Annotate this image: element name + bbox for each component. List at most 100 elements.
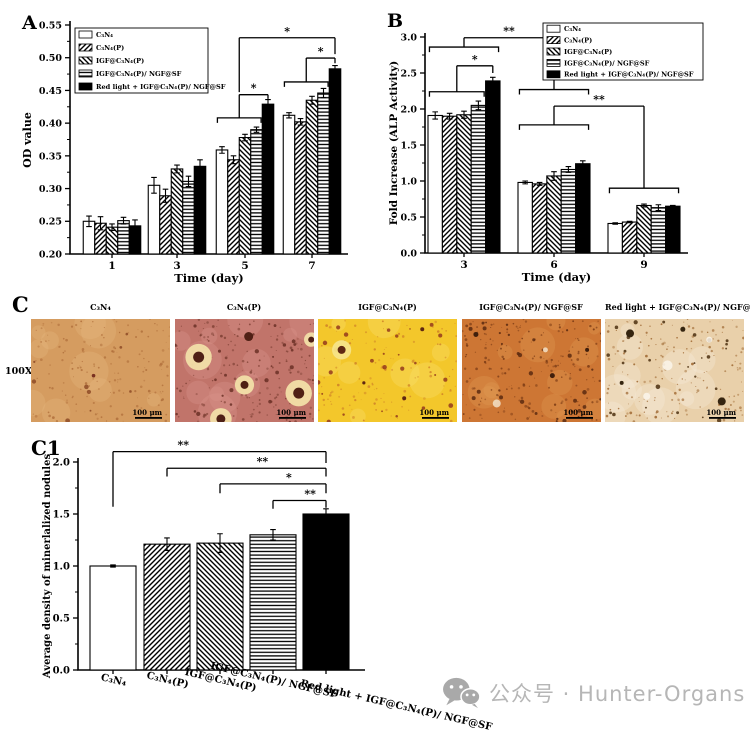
svg-text:IGF@C₃N₄(P): IGF@C₃N₄(P) xyxy=(564,48,612,56)
micro-image-2: C₃N₄(P) 100 μm xyxy=(174,302,314,422)
svg-text:1: 1 xyxy=(108,260,115,272)
bar xyxy=(282,114,296,255)
svg-text:0.5: 0.5 xyxy=(53,613,70,624)
watermark-text: 公众号 · Hunter-Organs xyxy=(489,682,746,706)
svg-text:3: 3 xyxy=(460,259,467,271)
micro-title: IGF@C₃N₄(P) xyxy=(358,302,417,312)
micro-photo: 100 μm xyxy=(31,319,170,422)
legend: C₃N₄ C₃N₄(P) IGF@C₃N₄(P) IGF@C₃N₄(P)/ NGF@S… xyxy=(74,27,226,94)
scale-bar: 100 μm xyxy=(706,408,737,419)
svg-text:*: * xyxy=(286,471,292,484)
bars xyxy=(89,513,350,671)
micro-title: C₃N₄ xyxy=(90,302,111,312)
bar xyxy=(531,183,548,254)
svg-text:0.25: 0.25 xyxy=(39,217,62,228)
bar xyxy=(546,175,562,254)
svg-text:0.30: 0.30 xyxy=(39,184,63,195)
bar xyxy=(105,226,119,255)
bar xyxy=(427,114,443,254)
bar xyxy=(456,114,472,254)
significance-brackets: * * * xyxy=(216,25,336,123)
scale-bar: 100 μm xyxy=(132,408,163,419)
micro-photo: 100 μm xyxy=(605,319,744,422)
bar xyxy=(441,115,458,254)
svg-text:100 μm: 100 μm xyxy=(563,408,593,417)
svg-text:Fold Increase (ALP Activity): Fold Increase (ALP Activity) xyxy=(388,61,400,226)
wechat-icon xyxy=(443,677,481,709)
svg-text:0.5: 0.5 xyxy=(400,212,417,223)
bar xyxy=(170,168,184,255)
error-bars xyxy=(86,65,338,233)
svg-text:**: ** xyxy=(503,25,515,38)
svg-text:0.40: 0.40 xyxy=(39,119,63,130)
magnification-label: 100X xyxy=(5,366,33,377)
svg-text:OD value: OD value xyxy=(21,112,34,168)
svg-text:0.50: 0.50 xyxy=(39,53,63,64)
bars xyxy=(427,80,681,254)
svg-text:9: 9 xyxy=(640,259,647,271)
scale-bar: 100 μm xyxy=(563,408,593,419)
bar xyxy=(159,195,172,255)
svg-text:1.5: 1.5 xyxy=(400,140,417,151)
svg-text:2.5: 2.5 xyxy=(400,68,417,79)
bar xyxy=(182,180,195,255)
bar xyxy=(470,104,487,254)
bar xyxy=(665,205,681,254)
panel-label-c1: C1 xyxy=(31,436,61,460)
micro-photo: 100 μm xyxy=(461,319,601,422)
significance-brackets: ******* xyxy=(112,439,327,509)
svg-text:**: ** xyxy=(593,93,605,106)
bar xyxy=(607,222,623,254)
bar xyxy=(328,68,342,255)
micro-title: Red light + IGF@C₃N₄(P)/ NGF@SF xyxy=(605,302,750,312)
bar xyxy=(317,92,330,255)
chart-od-value: * * * 0.20 0.25 0.30 0.35 0.40 0.45 0.50 0.55 1 3 5 7 T… xyxy=(21,20,348,285)
svg-text:100 μm: 100 μm xyxy=(276,408,306,417)
bar xyxy=(193,165,207,255)
panel-label-c: C xyxy=(12,292,29,317)
bar xyxy=(294,121,307,255)
panel-label-b: B xyxy=(387,10,404,32)
bars xyxy=(82,68,342,255)
svg-text:3.0: 3.0 xyxy=(400,32,417,43)
error-bars xyxy=(432,76,676,225)
bar xyxy=(485,80,501,254)
svg-text:100 μm: 100 μm xyxy=(419,408,449,417)
bar xyxy=(238,136,252,255)
bar xyxy=(621,221,638,254)
svg-text:1.0: 1.0 xyxy=(400,176,417,187)
svg-text:*: * xyxy=(318,45,324,58)
svg-text:0.20: 0.20 xyxy=(39,249,63,260)
svg-text:Red light + IGF@C₃N₄(P)/ NGF@S: Red light + IGF@C₃N₄(P)/ NGF@SF xyxy=(96,83,226,91)
svg-text:**: ** xyxy=(178,439,190,452)
bar xyxy=(575,163,591,254)
scale-bar: 100 μm xyxy=(276,408,306,419)
svg-text:IGF@C₃N₄(P)/ NGF@SF: IGF@C₃N₄(P)/ NGF@SF xyxy=(96,70,182,78)
svg-text:Red light + IGF@C₃N₄(P)/ NGF@S: Red light + IGF@C₃N₄(P)/ NGF@SF xyxy=(564,71,694,79)
bar xyxy=(196,542,244,671)
micro-title: C₃N₄(P) xyxy=(226,302,262,312)
svg-text:7: 7 xyxy=(308,260,315,272)
scale-bar: 100 μm xyxy=(419,408,450,419)
watermark: 公众号 · Hunter-Organs xyxy=(441,676,745,710)
svg-text:**: ** xyxy=(304,487,316,500)
bar xyxy=(143,543,191,671)
bar xyxy=(302,513,350,671)
micro-image-1: C₃N₄ 100 μm xyxy=(31,302,170,422)
bar xyxy=(89,565,137,671)
micro-image-5: Red light + IGF@C₃N₄(P)/ NGF@SF 100 μm xyxy=(605,302,750,422)
micro-image-3: IGF@C₃N₄(P) 100 μm xyxy=(318,302,457,422)
svg-text:C₃N₄: C₃N₄ xyxy=(100,672,128,689)
svg-text:*: * xyxy=(284,25,290,38)
micro-image-4: IGF@C₃N₄(P)/ NGF@SF 100 μm xyxy=(461,302,601,422)
micro-photo: 100 μm xyxy=(318,319,457,422)
bar xyxy=(215,149,229,255)
svg-text:*: * xyxy=(472,53,478,66)
svg-text:0.35: 0.35 xyxy=(39,151,62,162)
bar xyxy=(147,184,161,255)
svg-text:**: ** xyxy=(257,455,269,468)
bar xyxy=(250,129,263,255)
svg-text:*: * xyxy=(251,82,257,95)
